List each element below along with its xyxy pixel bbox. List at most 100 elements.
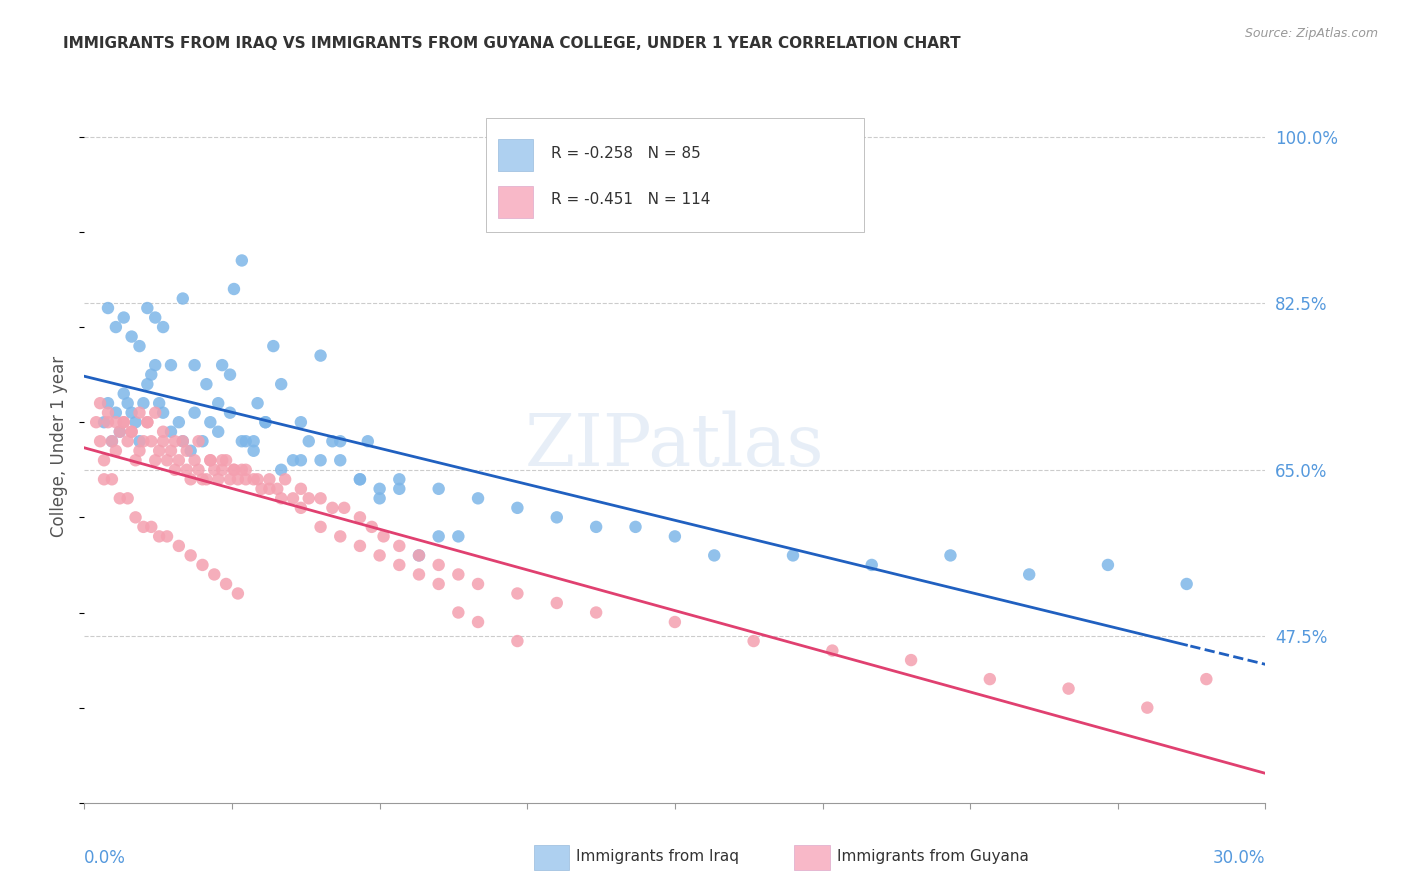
Point	[152, 434, 174, 449]
Point	[112, 415, 135, 429]
Point	[222, 282, 245, 296]
Point	[979, 672, 1001, 686]
Point	[101, 434, 124, 449]
Text: R = -0.258   N = 85: R = -0.258 N = 85	[551, 146, 700, 161]
Point	[200, 453, 222, 467]
Point	[156, 453, 179, 467]
Point	[136, 415, 159, 429]
Point	[408, 567, 430, 582]
Point	[254, 415, 277, 429]
Point	[321, 434, 343, 449]
Point	[821, 643, 844, 657]
Point	[93, 415, 115, 429]
Point	[274, 472, 297, 486]
Point	[254, 415, 277, 429]
Point	[160, 425, 183, 439]
Point	[298, 434, 321, 449]
Point	[176, 443, 198, 458]
Point	[180, 549, 202, 563]
Point	[101, 434, 124, 449]
Point	[388, 472, 411, 486]
Point	[664, 529, 686, 543]
Point	[467, 577, 489, 591]
Point	[141, 368, 163, 382]
Point	[152, 425, 174, 439]
Point	[290, 415, 312, 429]
Point	[108, 425, 131, 439]
Text: 30.0%: 30.0%	[1213, 849, 1265, 867]
Point	[270, 377, 292, 392]
Point	[242, 472, 264, 486]
Point	[624, 520, 647, 534]
Point	[231, 434, 253, 449]
Point	[427, 529, 450, 543]
Point	[128, 406, 150, 420]
Point	[183, 453, 205, 467]
Text: Immigrants from Iraq: Immigrants from Iraq	[576, 849, 740, 863]
Point	[101, 472, 124, 486]
Point	[235, 434, 257, 449]
Text: IMMIGRANTS FROM IRAQ VS IMMIGRANTS FROM GUYANA COLLEGE, UNDER 1 YEAR CORRELATION: IMMIGRANTS FROM IRAQ VS IMMIGRANTS FROM …	[63, 36, 960, 51]
Point	[222, 463, 245, 477]
Point	[467, 615, 489, 629]
Text: 0.0%: 0.0%	[84, 849, 127, 867]
Text: Immigrants from Guyana: Immigrants from Guyana	[837, 849, 1028, 863]
Point	[368, 549, 391, 563]
Point	[546, 596, 568, 610]
Point	[136, 301, 159, 315]
Point	[368, 491, 391, 506]
Point	[117, 491, 139, 506]
Point	[215, 453, 238, 467]
Point	[128, 339, 150, 353]
Point	[97, 415, 120, 429]
Point	[373, 529, 395, 543]
Point	[447, 529, 470, 543]
Point	[222, 463, 245, 477]
Point	[664, 615, 686, 629]
Point	[447, 606, 470, 620]
Point	[349, 472, 371, 486]
Point	[167, 539, 190, 553]
Point	[121, 425, 143, 439]
Point	[176, 463, 198, 477]
Text: ZIPatlas: ZIPatlas	[524, 410, 825, 482]
Point	[191, 558, 214, 572]
Point	[112, 386, 135, 401]
Point	[148, 396, 170, 410]
Point	[97, 396, 120, 410]
Point	[117, 434, 139, 449]
Point	[235, 472, 257, 486]
Point	[191, 434, 214, 449]
Point	[211, 358, 233, 372]
Point	[215, 577, 238, 591]
Bar	[498, 139, 533, 171]
Point	[235, 463, 257, 477]
Point	[349, 539, 371, 553]
Point	[207, 425, 229, 439]
Point	[298, 491, 321, 506]
Point	[207, 472, 229, 486]
Point	[202, 463, 225, 477]
Point	[200, 453, 222, 467]
Point	[309, 520, 332, 534]
Point	[585, 520, 607, 534]
Point	[270, 491, 292, 506]
Point	[104, 415, 127, 429]
Point	[259, 482, 281, 496]
Point	[860, 558, 883, 572]
Point	[104, 406, 127, 420]
Point	[1097, 558, 1119, 572]
Point	[136, 415, 159, 429]
Point	[266, 482, 288, 496]
Point	[132, 396, 155, 410]
Point	[329, 529, 352, 543]
Point	[259, 472, 281, 486]
Point	[219, 368, 242, 382]
Point	[408, 549, 430, 563]
Point	[132, 434, 155, 449]
Point	[290, 482, 312, 496]
Bar	[498, 186, 533, 218]
Point	[121, 329, 143, 343]
Point	[585, 606, 607, 620]
Point	[172, 292, 194, 306]
